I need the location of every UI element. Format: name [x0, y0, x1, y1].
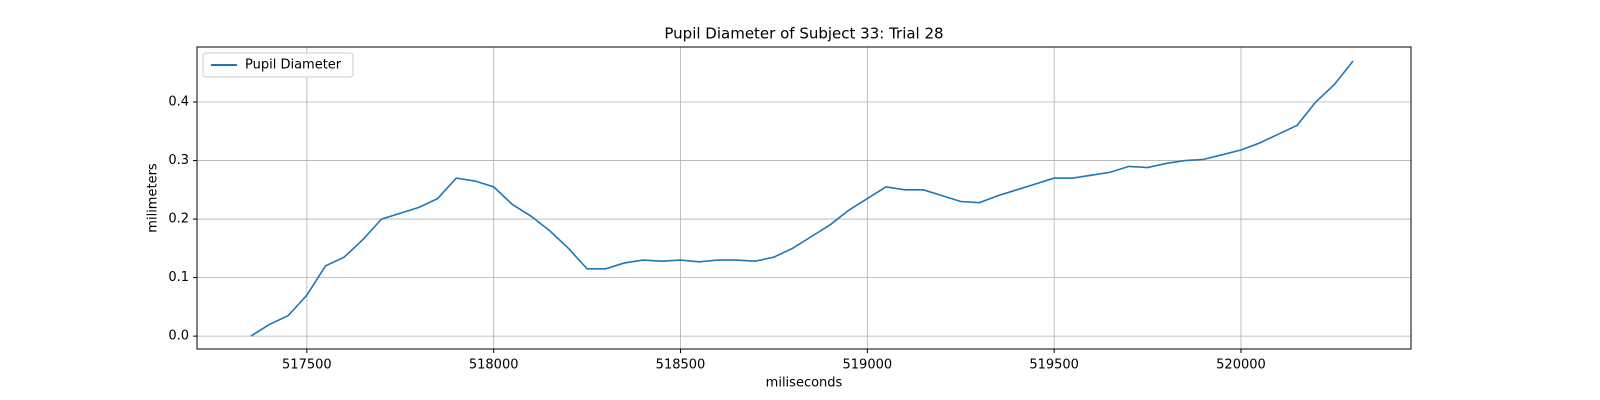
legend-box: [202, 52, 354, 78]
x-tick-label: 520000: [1216, 358, 1266, 373]
x-tick-label: 519000: [843, 358, 893, 373]
y-tick-label: 0.1: [168, 270, 189, 285]
x-tick-label: 518500: [656, 358, 706, 373]
y-tick-label: 0.4: [168, 95, 189, 110]
x-axis-label: miliseconds: [766, 376, 843, 391]
legend: Pupil Diameter: [202, 52, 354, 78]
y-tick-label: 0.3: [168, 153, 189, 168]
chart-title: Pupil Diameter of Subject 33: Trial 28: [664, 25, 943, 43]
y-tick-label: 0.0: [168, 329, 189, 344]
data-line: [250, 60, 1354, 337]
plot-frame: [196, 46, 1412, 350]
y-tick-label: 0.2: [168, 212, 189, 227]
legend-label: Pupil Diameter: [245, 58, 342, 73]
x-tick-label: 519500: [1029, 358, 1079, 373]
x-tick-label: 517500: [282, 358, 332, 373]
x-tick-label: 518000: [469, 358, 519, 373]
y-axis-label: milimeters: [146, 163, 161, 233]
